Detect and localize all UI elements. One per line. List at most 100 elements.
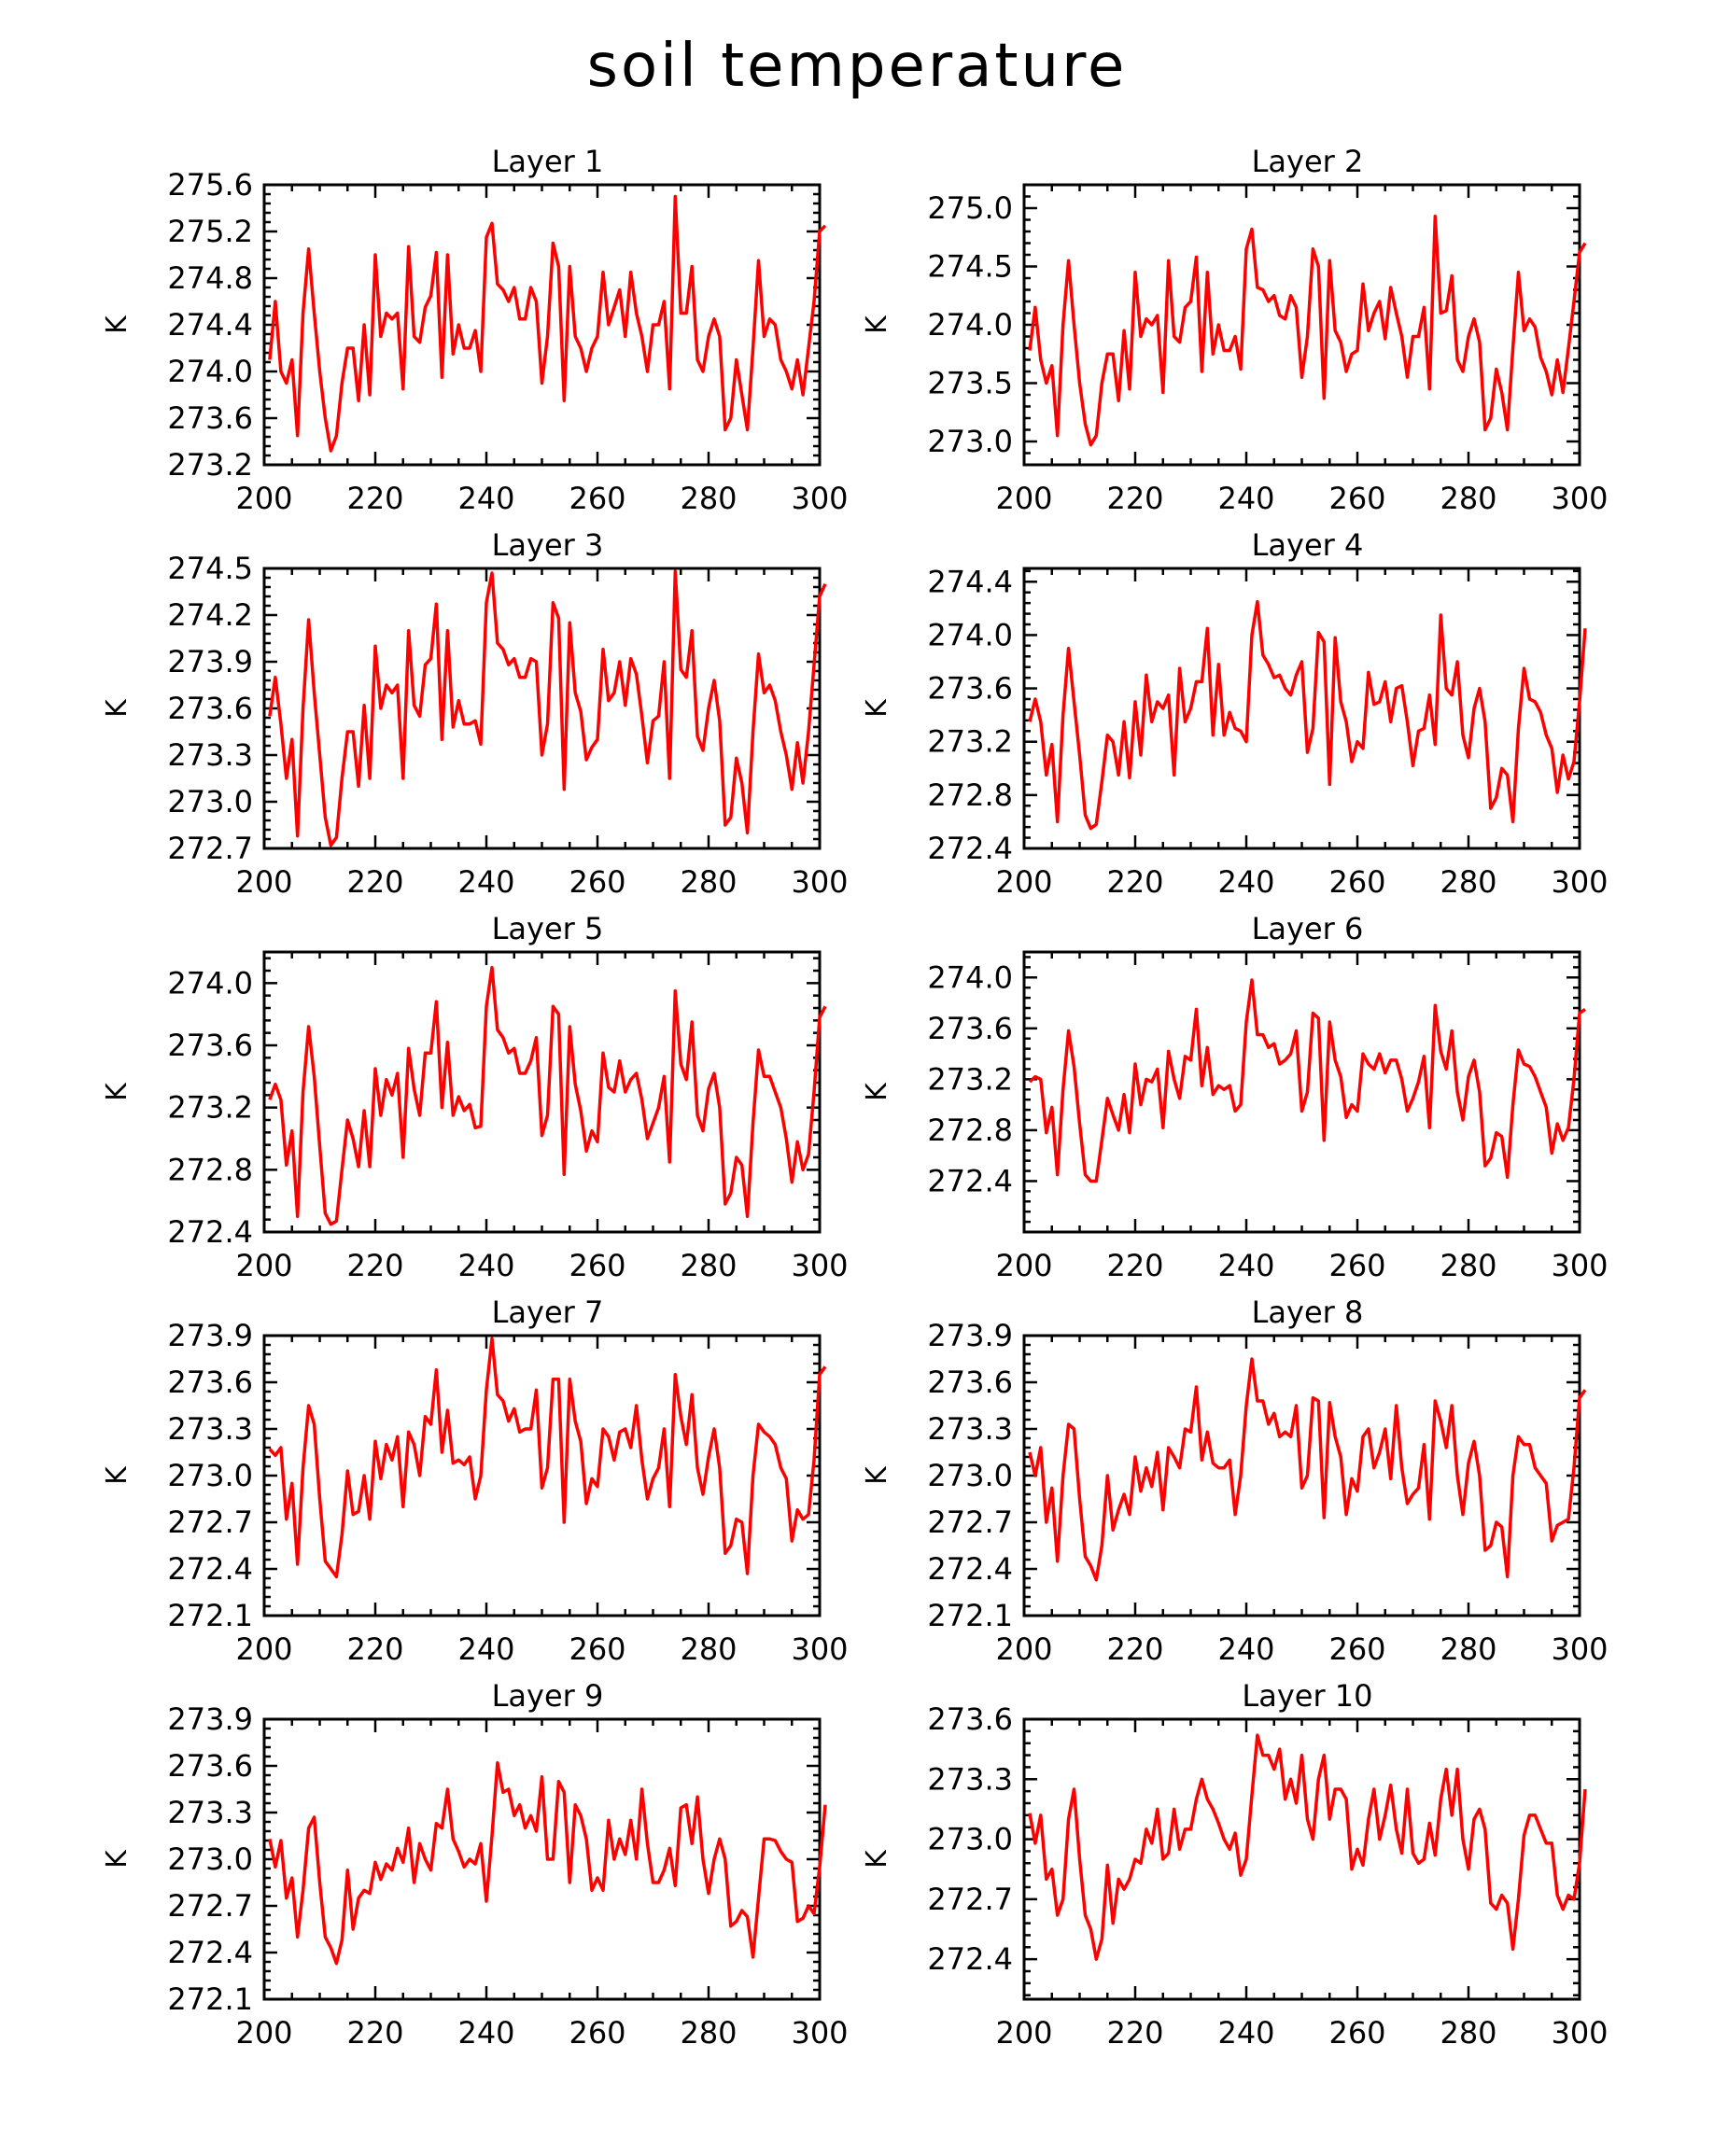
x-tick-label: 300 [1551,864,1608,900]
y-tick-label: 272.4 [167,1935,253,1970]
y-tick-label: 273.0 [927,1458,1013,1493]
y-tick-label: 273.9 [167,1701,253,1737]
x-tick-label: 260 [569,1631,625,1667]
panel-title: Layer 6 [1252,911,1364,946]
series-line [268,569,827,847]
plot-frame [262,950,822,1234]
y-tick-label: 274.5 [167,551,253,586]
y-tick-label: 272.1 [927,1598,1013,1633]
x-tick-label: 260 [569,1248,625,1283]
y-tick-label: 273.6 [927,1365,1013,1400]
y-tick-label: 273.3 [167,737,253,773]
y-tick-label: 272.8 [927,777,1013,813]
y-tick-label: 273.0 [927,1822,1013,1857]
x-tick-label: 280 [680,1248,737,1283]
x-tick-label: 200 [235,2015,292,2051]
y-tick-label: 273.0 [167,1458,253,1493]
y-tick-label: 272.8 [927,1113,1013,1148]
series-line [1028,1733,1587,1961]
y-tick-label: 274.0 [927,959,1013,995]
y-tick-label: 272.4 [927,831,1013,866]
x-tick-label: 300 [1551,2015,1608,2051]
x-tick-label: 240 [1217,864,1274,900]
panel-title: Layer 9 [492,1678,604,1714]
panel-layer-1: 200 220 240 260 280 300 273.2 273.6 274.0 274.4 27… [101,144,849,516]
y-tick-label: 272.4 [167,1214,253,1250]
x-tick-label: 220 [1106,864,1163,900]
y-axis-label: K [101,1849,133,1869]
panel-title: Layer 5 [492,911,604,946]
y-tick-label: 274.2 [167,597,253,633]
panel-layer-2: 200 220 240 260 280 300 273.0 273.5 274.0 274.5 27… [861,144,1609,516]
x-tick-label: 260 [569,2015,625,2051]
x-tick-label: 240 [457,864,514,900]
x-tick-label: 240 [457,1248,514,1283]
y-axis-label: K [861,1465,893,1485]
y-tick-label: 272.7 [927,1882,1013,1917]
x-tick-label: 220 [346,1248,403,1283]
x-tick-label: 220 [1106,481,1163,516]
plot-frame [262,567,822,850]
y-tick-label: 273.6 [167,400,253,436]
x-tick-label: 280 [680,481,737,516]
x-tick-label: 280 [680,2015,737,2051]
panel-title: Layer 2 [1252,144,1364,179]
panel-title: Layer 4 [1252,527,1364,563]
x-tick-label: 260 [569,481,625,516]
x-tick-label: 300 [791,1248,848,1283]
series-line [1028,599,1587,831]
y-tick-label: 272.1 [167,1598,253,1633]
series-line [1028,978,1586,1183]
series-line [268,965,827,1226]
y-axis-label: K [861,315,893,334]
x-tick-label: 240 [457,1631,514,1667]
y-tick-label: 273.5 [927,366,1013,401]
x-tick-label: 260 [569,864,625,900]
x-tick-label: 260 [1328,1248,1385,1283]
series-line [1028,214,1587,447]
x-tick-label: 220 [1106,1248,1163,1283]
x-tick-label: 200 [235,1248,292,1283]
plot-frame [1022,183,1581,467]
figure-title: soil temperature [586,32,1128,101]
panel-layer-8: 200 220 240 260 280 300 272.1 272.4 272.7 273.0 27… [861,1295,1609,1667]
x-tick-label: 240 [1217,2015,1274,2051]
x-tick-label: 260 [1328,864,1385,900]
y-tick-label: 273.2 [927,1061,1013,1097]
y-tick-label: 273.2 [927,724,1013,760]
plot-frame [262,183,822,467]
panel-layer-5: 200 220 240 260 280 300 272.4 272.8 273.2 273.6 27… [101,911,849,1283]
y-tick-label: 273.0 [927,424,1013,459]
panel-layer-9: 200 220 240 260 280 300 272.1 272.4 272.7 273.0 27… [101,1678,849,2051]
x-tick-label: 240 [457,481,514,516]
y-tick-label: 273.9 [167,1318,253,1353]
y-axis-label: K [101,315,133,334]
x-tick-label: 200 [995,481,1052,516]
x-tick-label: 220 [1106,2015,1163,2051]
y-tick-label: 272.4 [927,1941,1013,1977]
y-tick-label: 272.4 [167,1551,253,1587]
y-tick-label: 274.0 [927,307,1013,343]
x-tick-label: 300 [791,481,848,516]
x-tick-label: 260 [1328,2015,1385,2051]
x-tick-label: 280 [1440,1248,1496,1283]
x-tick-label: 200 [995,2015,1052,2051]
y-tick-label: 274.8 [167,260,253,296]
y-tick-label: 272.7 [167,1888,253,1924]
y-tick-label: 274.5 [927,249,1013,285]
series-line [1028,1357,1587,1582]
y-tick-label: 273.6 [927,1011,1013,1046]
x-tick-label: 300 [1551,1631,1608,1667]
x-tick-label: 200 [235,1631,292,1667]
y-axis-label: K [101,1465,133,1485]
panel-layer-10: 200 220 240 260 280 300 272.4 272.7 273.0 273.3 27… [861,1678,1609,2051]
x-tick-label: 300 [791,1631,848,1667]
series-line [268,1760,827,1966]
x-tick-label: 240 [1217,1248,1274,1283]
x-tick-label: 200 [995,864,1052,900]
panel-layer-7: 200 220 240 260 280 300 272.1 272.4 272.7 273.0 27… [101,1295,849,1667]
y-tick-label: 272.1 [167,1981,253,2017]
x-tick-label: 300 [791,864,848,900]
y-tick-label: 273.6 [927,671,1013,707]
x-tick-label: 280 [1440,864,1496,900]
